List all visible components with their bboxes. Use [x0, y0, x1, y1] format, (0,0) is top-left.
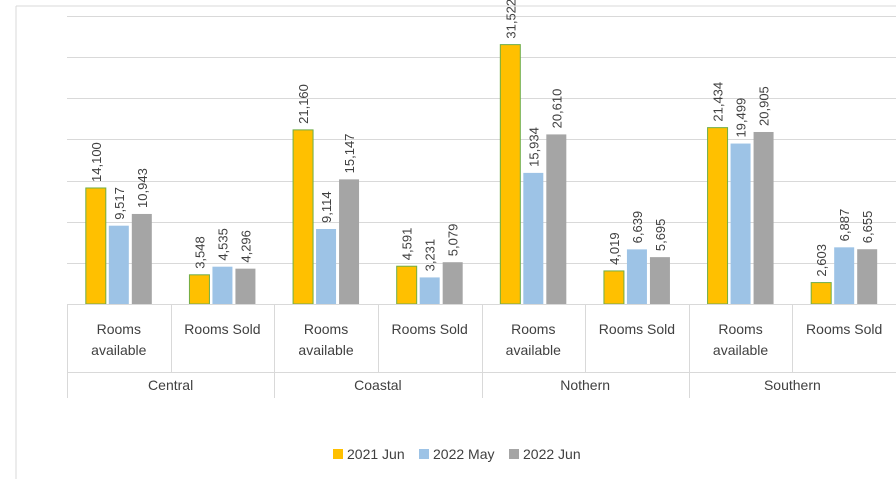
bar [810, 282, 832, 305]
legend-swatch [333, 449, 343, 459]
bar [626, 249, 647, 304]
data-label: 3,231 [423, 239, 438, 272]
data-label: 21,160 [296, 84, 311, 124]
data-label: 5,695 [653, 219, 668, 252]
bar [603, 270, 625, 305]
x-tick-label: Rooms Sold [599, 321, 675, 337]
data-label: 4,535 [215, 228, 230, 261]
data-label: 15,934 [526, 127, 541, 167]
x-group-label: Southern [764, 377, 821, 393]
data-label: 4,591 [400, 228, 415, 261]
data-label: 5,079 [446, 224, 461, 257]
x-tick-label: Rooms Sold [806, 321, 882, 337]
data-label: 10,943 [135, 168, 150, 208]
bar [419, 277, 440, 304]
legend-swatch [419, 449, 429, 459]
bar [753, 131, 774, 304]
legend-swatch [509, 449, 519, 459]
data-label: 20,610 [549, 89, 564, 129]
bar [546, 134, 567, 304]
x-tick-label: Rooms Sold [184, 321, 260, 337]
data-label: 3,548 [192, 236, 207, 269]
x-tick-label: available [91, 342, 146, 358]
data-label: 21,434 [711, 82, 726, 122]
bar [649, 257, 670, 304]
x-tick-label: available [298, 342, 353, 358]
bar [442, 262, 463, 304]
x-tick-label: Rooms [511, 321, 555, 337]
data-label: 9,517 [112, 187, 127, 220]
bar [235, 268, 256, 304]
bar [316, 229, 337, 304]
bar [523, 172, 544, 304]
x-tick-label: Rooms [304, 321, 348, 337]
data-label: 4,019 [607, 232, 622, 265]
bar [834, 247, 855, 304]
data-label: 6,887 [837, 209, 852, 242]
bar [499, 44, 521, 305]
data-label: 14,100 [89, 142, 104, 182]
data-label: 6,639 [630, 211, 645, 244]
legend-label: 2022 Jun [523, 446, 581, 462]
data-label: 2,603 [814, 244, 829, 277]
bar [339, 179, 360, 304]
x-tick-label: Rooms [718, 321, 762, 337]
bar [212, 266, 233, 304]
data-label: 9,114 [319, 191, 334, 223]
bar [857, 249, 878, 304]
data-label: 19,499 [734, 98, 749, 138]
x-tick-label: available [713, 342, 768, 358]
x-tick-label: available [506, 342, 561, 358]
bar [292, 129, 314, 305]
data-label: 31,522 [503, 0, 518, 39]
bar [108, 225, 129, 304]
x-tick-label: Rooms Sold [392, 321, 468, 337]
bar [707, 127, 729, 305]
data-label: 20,905 [757, 86, 772, 126]
bar [730, 143, 751, 304]
data-label: 4,296 [238, 230, 253, 263]
x-tick-label: Rooms [97, 321, 141, 337]
bar [188, 274, 210, 305]
data-label: 15,147 [342, 134, 357, 174]
x-group-label: Coastal [354, 377, 401, 393]
x-group-label: Nothern [560, 377, 610, 393]
x-group-label: Central [148, 377, 193, 393]
legend-label: 2021 Jun [347, 446, 405, 462]
bar [85, 187, 107, 305]
bar [131, 213, 152, 304]
data-label: 6,655 [860, 211, 875, 244]
bar [396, 265, 418, 305]
legend-label: 2022 May [433, 446, 494, 462]
